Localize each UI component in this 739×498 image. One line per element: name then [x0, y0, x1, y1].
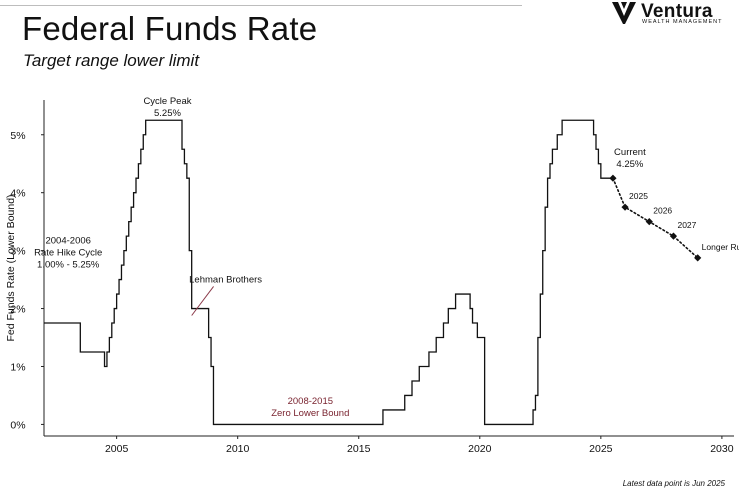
- x-tick-label: 2025: [589, 443, 613, 455]
- annotation-pointer: [191, 286, 214, 316]
- projection-dotted-line: [612, 177, 699, 259]
- annotation-text: Current: [614, 147, 646, 158]
- x-tick-label: 2010: [226, 443, 250, 455]
- y-tick-label: 4%: [10, 188, 25, 200]
- annotation-text: 4.25%: [616, 159, 643, 170]
- projection-label: Longer Run: [702, 242, 739, 252]
- chart-title: Federal Funds Rate: [22, 10, 318, 47]
- projection-marker: [694, 254, 702, 262]
- annotation-text: Zero Lower Bound: [271, 408, 349, 419]
- annotation-text: Lehman Brothers: [189, 274, 262, 285]
- projection-marker: [669, 232, 678, 240]
- x-tick-label: 2030: [710, 443, 734, 455]
- y-axis-label: Fed Funds Rate (Lower Bound): [5, 194, 17, 341]
- y-tick-label: 3%: [10, 246, 25, 258]
- chart-subtitle: Target range lower limit: [23, 51, 200, 70]
- projection-marker: [621, 203, 629, 211]
- ventura-v-logo-icon: [612, 2, 636, 24]
- y-tick-label: 0%: [10, 419, 25, 431]
- projection-label: 2027: [677, 220, 696, 230]
- annotation-text: 2004-2006: [45, 236, 90, 247]
- brand-name: Ventura: [641, 1, 713, 22]
- top-divider: [0, 5, 522, 6]
- brand-logo: Ventura WEALTH MANAGEMENT: [612, 1, 732, 28]
- x-tick-label: 2015: [347, 443, 371, 455]
- annotation-text: Rate Hike Cycle: [34, 248, 102, 259]
- x-tick-label: 2005: [105, 443, 129, 455]
- brand-tagline: WEALTH MANAGEMENT: [642, 19, 723, 25]
- y-tick-label: 2%: [10, 304, 25, 316]
- annotation-text: 2008-2015: [288, 396, 333, 407]
- annotation-text: 5.25%: [154, 108, 181, 119]
- rate-step-line: [44, 119, 613, 426]
- annotation-text: 1.00% - 5.25%: [37, 260, 100, 271]
- projection-label: 2026: [653, 206, 672, 216]
- y-tick-label: 5%: [10, 130, 25, 142]
- x-tick-label: 2020: [468, 443, 492, 455]
- projection-label: 2025: [629, 191, 648, 201]
- y-tick-label: 1%: [10, 361, 25, 373]
- footnote: Latest data point is Jun 2025: [622, 479, 725, 488]
- projection-marker: [645, 218, 653, 226]
- projection-marker: [609, 174, 617, 182]
- annotation-text: Cycle Peak: [143, 96, 191, 107]
